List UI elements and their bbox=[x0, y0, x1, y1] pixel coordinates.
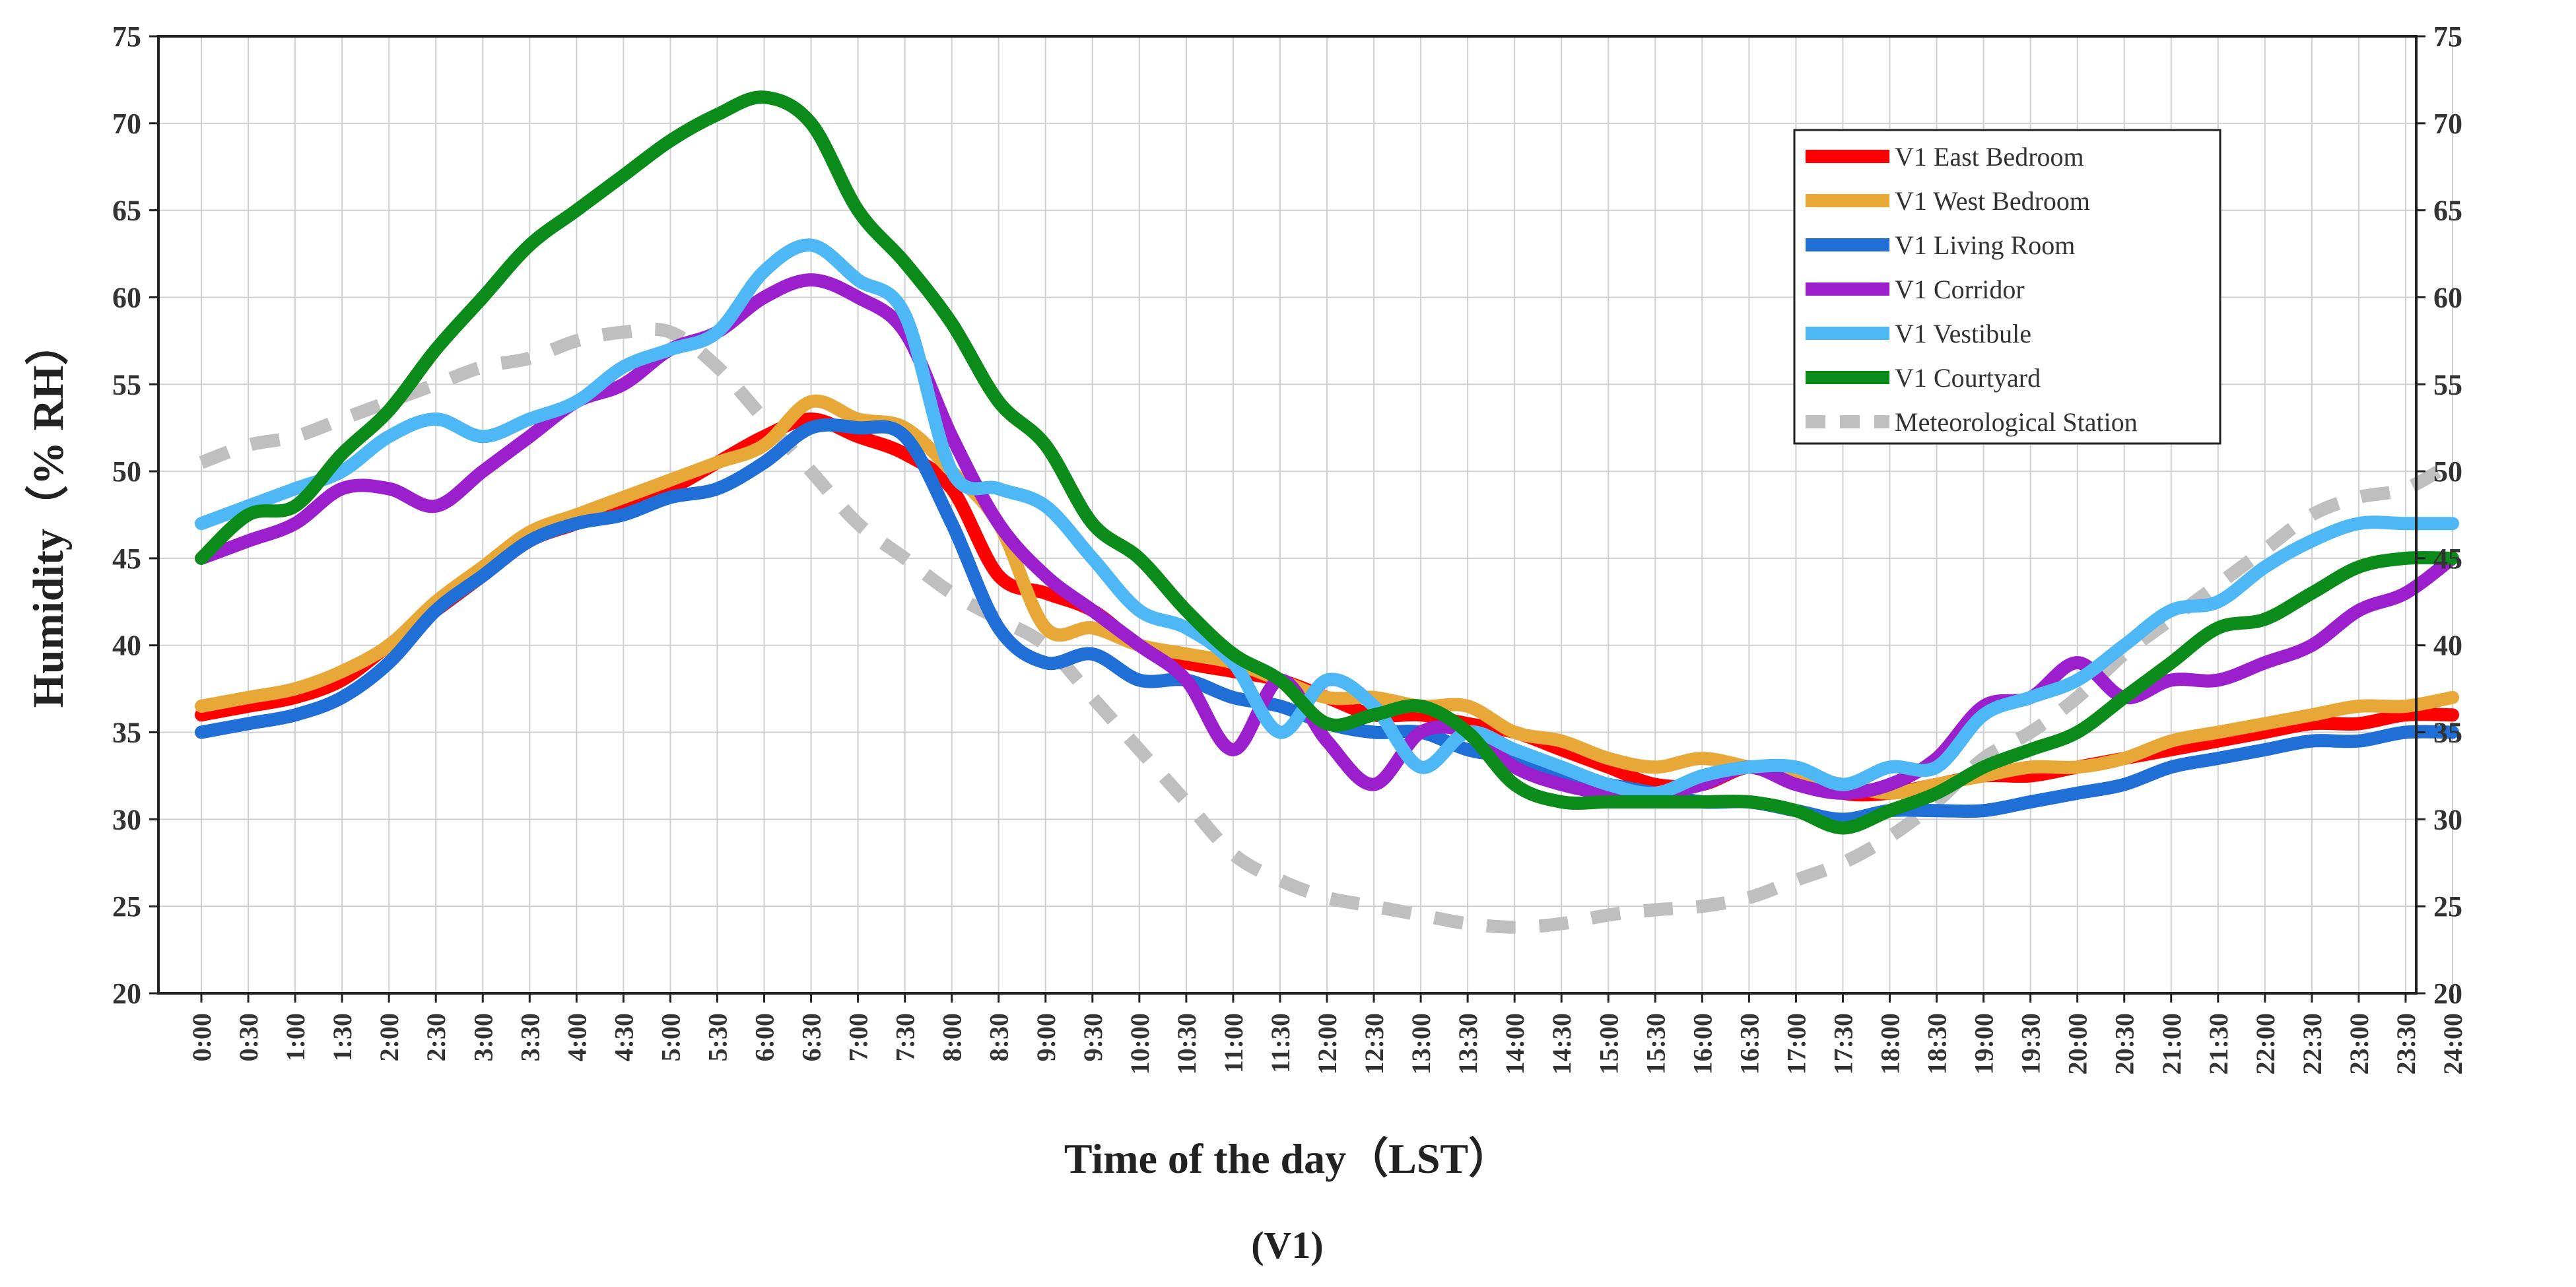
y-tick-label-left: 45 bbox=[112, 543, 141, 575]
y-tick-label-right: 30 bbox=[2433, 803, 2462, 836]
series-line-meteorological-station bbox=[199, 322, 2457, 934]
x-tick-label: 3:30 bbox=[515, 1013, 545, 1061]
legend: V1 East Bedroom V1 West Bedroom V1 Living … bbox=[1793, 129, 2221, 445]
x-tick-label: 16:30 bbox=[1734, 1013, 1764, 1074]
x-tick-label: 19:30 bbox=[2016, 1013, 2046, 1074]
x-tick-label: 0:00 bbox=[187, 1013, 217, 1061]
x-tick-label: 10:30 bbox=[1172, 1013, 1202, 1074]
y-tick-label-left: 20 bbox=[112, 977, 141, 1010]
x-tick-label: 4:30 bbox=[609, 1013, 638, 1061]
x-tick-label: 16:00 bbox=[1687, 1013, 1717, 1074]
y-tick-label-left: 35 bbox=[112, 717, 141, 749]
y-tick-label-left: 55 bbox=[112, 368, 141, 401]
legend-label-v1-east-bedroom: V1 East Bedroom bbox=[1895, 142, 2084, 172]
x-tick-label: 6:00 bbox=[750, 1013, 780, 1061]
x-tick-label: 1:30 bbox=[327, 1013, 357, 1061]
x-tick-label: 10:00 bbox=[1125, 1013, 1155, 1074]
x-tick-label: 23:00 bbox=[2344, 1013, 2374, 1074]
y-tick-label-right: 40 bbox=[2433, 630, 2462, 662]
x-tick-label: 8:00 bbox=[937, 1013, 967, 1061]
x-tick-label: 8:30 bbox=[984, 1013, 1014, 1061]
x-tick-label: 14:30 bbox=[1547, 1013, 1576, 1074]
legend-label-v1-living-room: V1 Living Room bbox=[1895, 230, 2075, 260]
legend-label-meteorological-station: Meteorological Station bbox=[1895, 407, 2138, 437]
y-tick-label-right: 60 bbox=[2433, 281, 2462, 314]
x-tick-label: 18:30 bbox=[1922, 1013, 1952, 1074]
x-tick-label: 2:30 bbox=[421, 1013, 451, 1061]
x-tick-label: 11:00 bbox=[1219, 1013, 1248, 1073]
y-ticks-right: 20 25 30 35 40 45 50 55 60 65 70 75 bbox=[2416, 20, 2462, 1010]
y-tick-label-right: 70 bbox=[2433, 108, 2462, 140]
y-tick-label-right: 65 bbox=[2433, 195, 2462, 227]
y-tick-label-left: 30 bbox=[112, 803, 141, 836]
series-line-v1-courtyard bbox=[195, 90, 2459, 835]
x-tick-label: 20:00 bbox=[2063, 1013, 2093, 1074]
x-tick-label: 5:00 bbox=[656, 1013, 685, 1061]
y-tick-label-left: 70 bbox=[112, 108, 141, 140]
series-line-v1-vestibule bbox=[195, 238, 2459, 801]
x-tick-label: 1:00 bbox=[281, 1013, 310, 1061]
x-tick-label: 3:00 bbox=[468, 1013, 498, 1061]
x-tick-label: 14:00 bbox=[1500, 1013, 1530, 1074]
x-tick-label: 22:00 bbox=[2251, 1013, 2280, 1074]
y-tick-label-right: 20 bbox=[2433, 977, 2462, 1010]
y-axis-label: Humidity（% RH） bbox=[24, 322, 73, 708]
y-tick-label-right: 50 bbox=[2433, 455, 2462, 488]
x-tick-label: 15:30 bbox=[1641, 1013, 1670, 1074]
y-tick-label-left: 50 bbox=[112, 455, 141, 488]
x-tick-label: 4:00 bbox=[562, 1013, 592, 1061]
x-tick-label: 23:30 bbox=[2391, 1013, 2421, 1074]
y-tick-label-right: 45 bbox=[2433, 543, 2462, 575]
y-tick-label-left: 40 bbox=[112, 630, 141, 662]
x-tick-label: 17:30 bbox=[1828, 1013, 1858, 1074]
y-tick-label-right: 55 bbox=[2433, 368, 2462, 401]
x-tick-label: 6:30 bbox=[797, 1013, 827, 1061]
x-tick-label: 20:30 bbox=[2110, 1013, 2140, 1074]
x-tick-label: 21:30 bbox=[2204, 1013, 2233, 1074]
x-ticks: 0:00 0:30 1:00 1:30 2:00 2:30 3:00 3:30 4:00 4:30… bbox=[187, 993, 2468, 1074]
y-tick-label-left: 75 bbox=[112, 20, 141, 53]
chart-caption: (V1) bbox=[1251, 1224, 1324, 1267]
x-tick-label: 2:00 bbox=[374, 1013, 404, 1061]
x-tick-label: 13:30 bbox=[1453, 1013, 1483, 1074]
x-tick-label: 24:00 bbox=[2438, 1013, 2468, 1074]
y-tick-label-right: 75 bbox=[2433, 20, 2462, 53]
x-tick-label: 7:00 bbox=[844, 1013, 873, 1061]
x-tick-label: 11:30 bbox=[1266, 1013, 1295, 1073]
legend-label-v1-courtyard: V1 Courtyard bbox=[1895, 363, 2041, 393]
x-tick-label: 13:00 bbox=[1406, 1013, 1436, 1074]
series-layer bbox=[195, 90, 2459, 934]
legend-label-v1-west-bedroom: V1 West Bedroom bbox=[1895, 186, 2090, 216]
x-tick-label: 21:00 bbox=[2157, 1013, 2186, 1074]
y-tick-label-left: 25 bbox=[112, 890, 141, 923]
plot-frame bbox=[157, 35, 2418, 995]
x-tick-label: 7:30 bbox=[891, 1013, 920, 1061]
y-ticks-left: 20 25 30 35 40 45 50 55 60 65 70 75 bbox=[112, 20, 158, 1010]
x-tick-label: 9:30 bbox=[1078, 1013, 1108, 1061]
x-tick-label: 12:30 bbox=[1359, 1013, 1389, 1074]
x-axis-label: Time of the day（LST） bbox=[1064, 1135, 1510, 1182]
x-tick-label: 22:30 bbox=[2297, 1013, 2327, 1074]
y-tick-label-right: 25 bbox=[2433, 890, 2462, 923]
legend-label-v1-corridor: V1 Corridor bbox=[1895, 275, 2025, 304]
y-tick-label-right: 35 bbox=[2433, 717, 2462, 749]
x-tick-label: 5:30 bbox=[702, 1013, 732, 1061]
x-tick-label: 12:00 bbox=[1312, 1013, 1342, 1074]
x-tick-label: 0:30 bbox=[234, 1013, 263, 1061]
legend-label-v1-vestibule: V1 Vestibule bbox=[1895, 319, 2031, 348]
x-tick-label: 18:00 bbox=[1876, 1013, 1905, 1074]
x-tick-label: 9:00 bbox=[1031, 1013, 1061, 1061]
y-tick-label-left: 60 bbox=[112, 281, 141, 314]
series-line-v1-living-room bbox=[195, 418, 2459, 826]
x-tick-label: 19:00 bbox=[1969, 1013, 1999, 1074]
x-tick-label: 17:00 bbox=[1781, 1013, 1811, 1074]
y-tick-label-left: 65 bbox=[112, 195, 141, 227]
x-tick-label: 15:00 bbox=[1594, 1013, 1623, 1074]
